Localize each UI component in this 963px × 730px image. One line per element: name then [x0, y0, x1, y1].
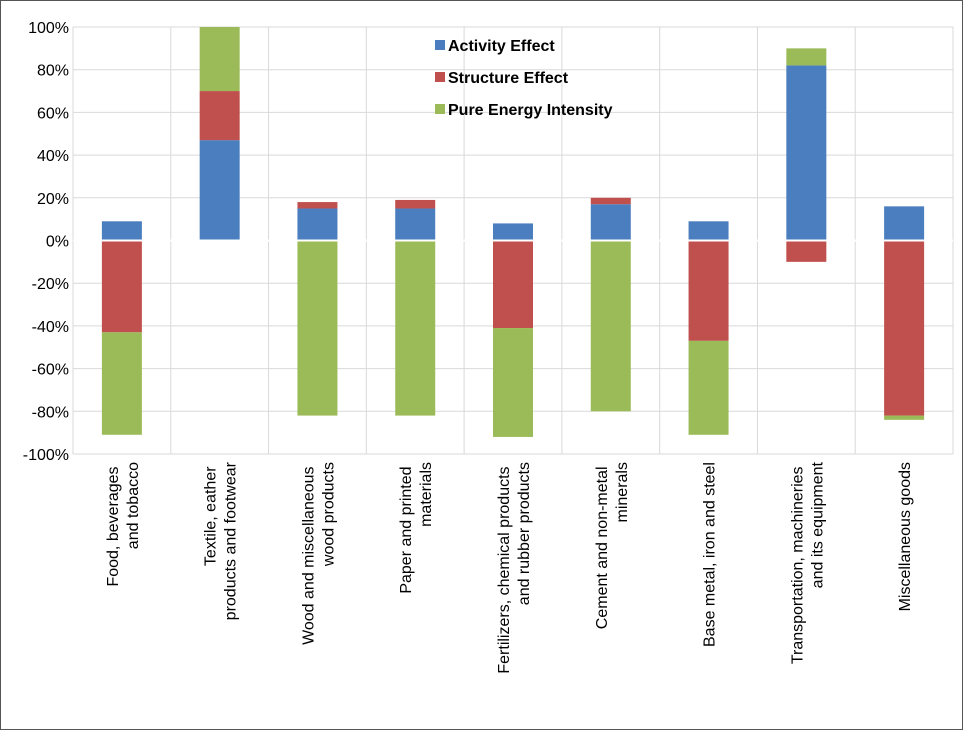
y-tick-label: 40% [37, 148, 69, 165]
bar-segment [688, 340, 729, 435]
bar-segment [590, 240, 631, 412]
y-tick-label: -100% [23, 447, 69, 464]
y-tick-label: -20% [32, 276, 69, 293]
legend-label: Activity Effect [448, 38, 555, 55]
bar-segment [493, 223, 533, 241]
bar-segment [786, 240, 827, 262]
x-tick-label: Transportation, machineries and its equi… [789, 461, 826, 664]
y-tick-label: 60% [37, 105, 69, 122]
bar-segment [884, 415, 925, 420]
bar-segment [688, 221, 729, 241]
bar-segment [101, 332, 142, 435]
bar-segment [786, 65, 827, 241]
x-tick-label: Cement and non-metal minerals [594, 462, 631, 629]
bar-segment [884, 206, 925, 241]
bar-segment [297, 240, 338, 416]
x-tick-label: Miscellaneous goods [897, 462, 914, 611]
x-tick-label: Base metal, iron and steel [702, 462, 719, 647]
bar-segment [493, 328, 533, 437]
bar-segment [101, 240, 142, 333]
y-tick-label: 20% [37, 191, 69, 208]
legend-marker [435, 40, 445, 50]
bar-segment [395, 199, 436, 209]
x-tick-label: Textile, eather products and footwear [203, 461, 240, 620]
y-tick-label: 100% [28, 20, 69, 37]
bar-segment [297, 202, 338, 209]
bar-segment [297, 208, 338, 241]
bar-segment [590, 204, 631, 241]
bar-segment [688, 240, 729, 341]
x-tick-label: Fertilizers, chemical products and rubbe… [496, 462, 533, 674]
legend-marker [435, 104, 445, 114]
y-tick-label: -80% [32, 404, 69, 421]
bar-segment [199, 27, 240, 92]
bar-segment [395, 240, 436, 416]
bar-segment [199, 91, 240, 141]
y-tick-label: 80% [37, 63, 69, 80]
legend-label: Pure Energy Intensity [448, 102, 613, 119]
x-tick-label: Wood and miscellaneous wood products [300, 462, 337, 645]
x-tick-label: Paper and printed materials [398, 462, 435, 594]
bar-segment [101, 221, 142, 241]
bar-segment [199, 140, 240, 241]
x-tick-label: Food, beverages and tobacco [105, 462, 142, 587]
bar-segment [590, 197, 631, 205]
legend-marker [435, 72, 445, 82]
y-tick-label: -60% [32, 362, 69, 379]
bar-segment [884, 240, 925, 416]
bar-segment [493, 240, 533, 329]
bar-segment [786, 48, 827, 66]
legend-label: Structure Effect [448, 70, 569, 87]
bar-segment [395, 208, 436, 241]
y-tick-label: 0% [46, 234, 69, 251]
y-tick-label: -40% [32, 319, 69, 336]
